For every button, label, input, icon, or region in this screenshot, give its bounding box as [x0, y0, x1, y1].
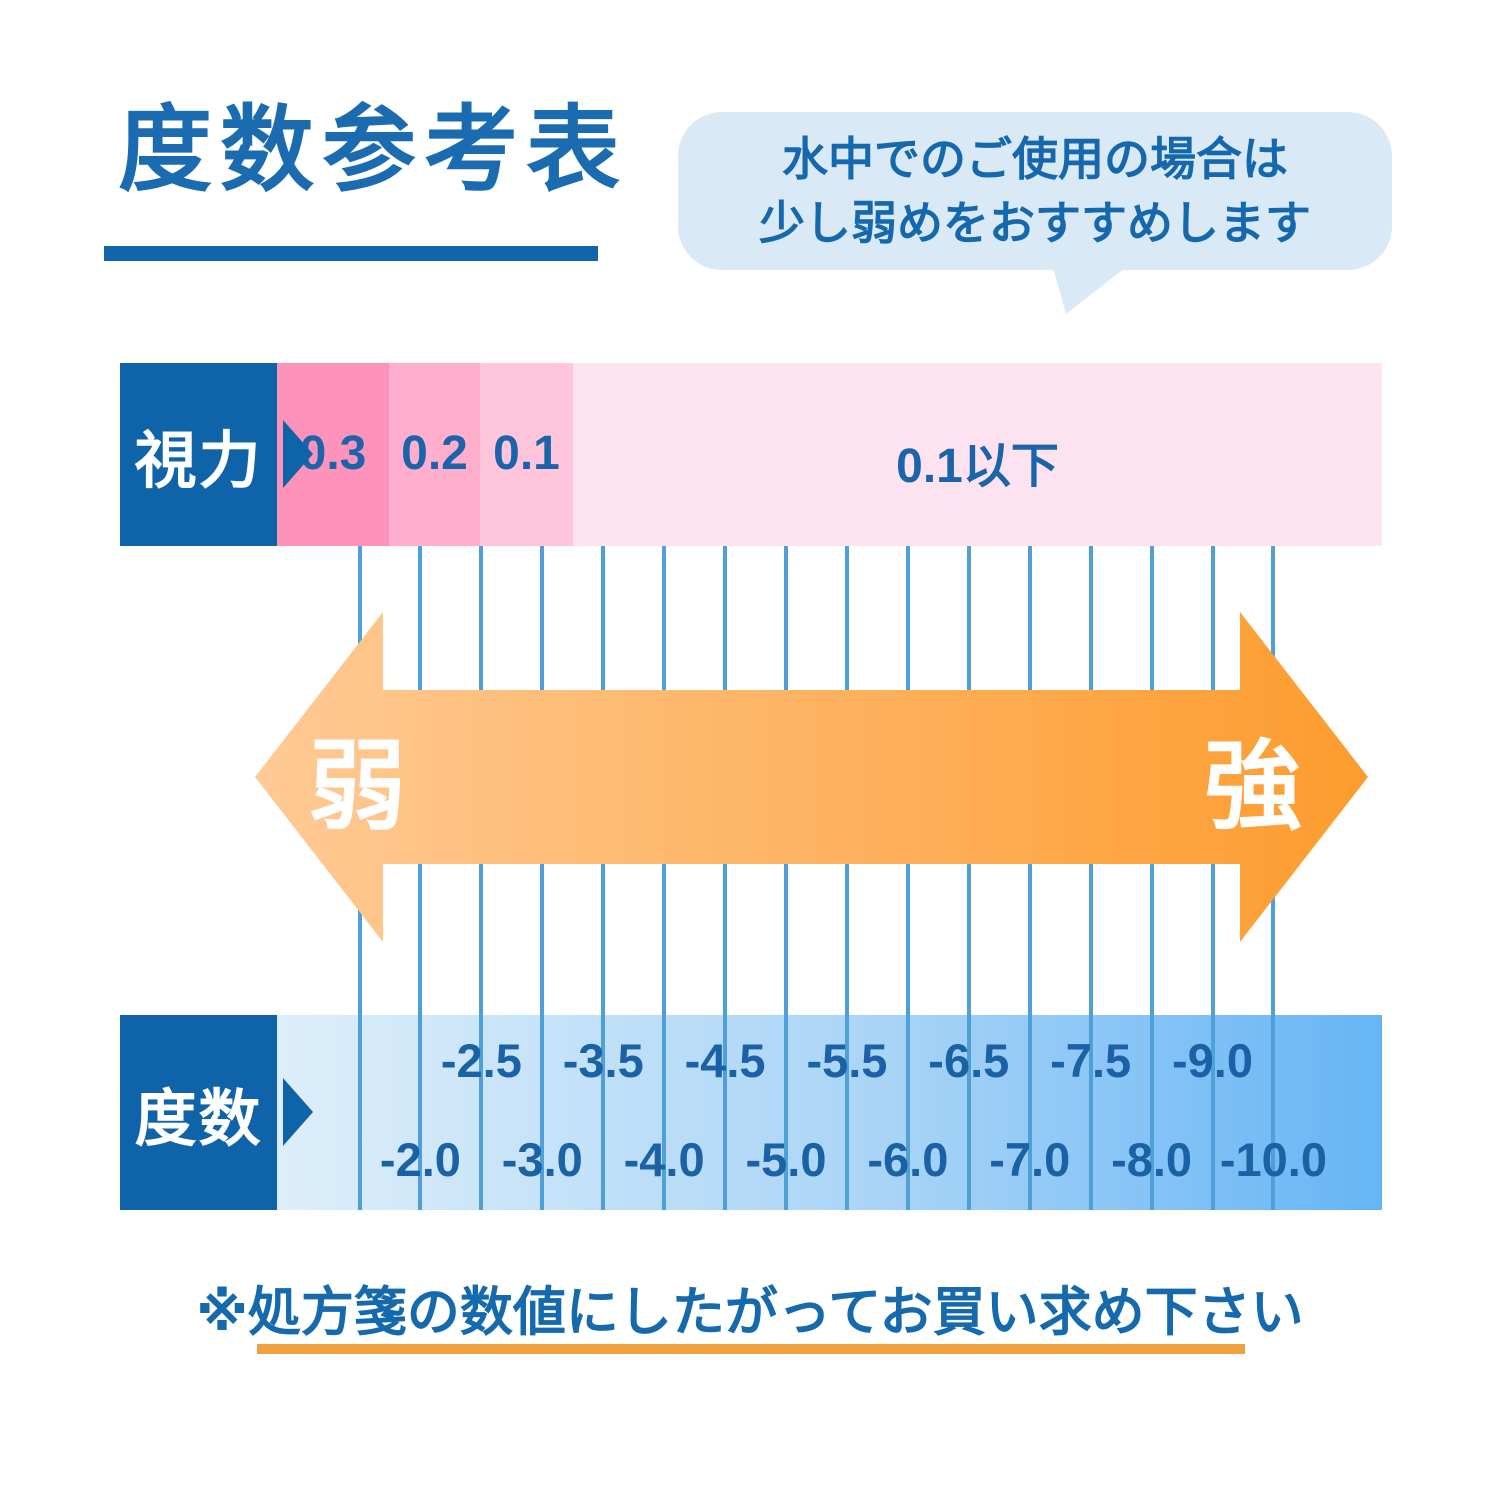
connector-line	[1210, 546, 1215, 1210]
power-value: -10.0	[1219, 1133, 1328, 1186]
speech-bubble: 水中でのご使用の場合は 少し弱めをおすすめします	[678, 112, 1392, 270]
connector-line	[540, 546, 545, 1210]
speech-bubble-tail-icon	[1052, 264, 1130, 314]
connector-line	[662, 546, 667, 1210]
power-value: -6.0	[867, 1133, 949, 1186]
power-value: -7.0	[989, 1133, 1071, 1186]
connector-line	[905, 546, 910, 1210]
power-value: -4.5	[684, 1034, 766, 1087]
vision-value: 0.2	[401, 427, 468, 480]
power-row-label-text: 度数	[134, 1084, 263, 1154]
vision-row-label-text: 視力	[134, 426, 263, 496]
power-value: -7.5	[1050, 1034, 1132, 1087]
connector-line	[784, 546, 788, 1210]
weak-label: 弱	[307, 731, 407, 841]
vision-row-label: 視力	[120, 363, 277, 546]
vision-value: 0.1以下	[896, 440, 1059, 493]
connector-line	[1088, 546, 1093, 1210]
vision-segment	[573, 363, 1382, 546]
connector-line	[601, 546, 606, 1210]
footnote-underline	[257, 1344, 1245, 1354]
connector-line	[1149, 546, 1154, 1210]
power-value: -8.0	[1111, 1133, 1193, 1186]
speech-bubble-line1: 水中でのご使用の場合は	[782, 133, 1288, 185]
power-value: -3.0	[501, 1133, 583, 1186]
vision-bar	[277, 363, 1382, 546]
vision-label-arrow-icon	[283, 420, 313, 488]
power-label-arrow-icon	[283, 1078, 313, 1146]
connector-line	[723, 546, 728, 1210]
power-value: -2.5	[440, 1034, 522, 1087]
power-value: -2.0	[379, 1133, 461, 1186]
connector-line	[418, 546, 423, 1210]
power-value: -5.0	[745, 1133, 827, 1186]
connector-line	[844, 546, 849, 1210]
speech-bubble-line2: 少し弱めをおすすめします	[759, 197, 1311, 249]
power-value: -5.5	[806, 1034, 888, 1087]
power-value: -4.0	[623, 1133, 705, 1186]
power-value: -3.5	[562, 1034, 644, 1087]
power-bar	[277, 1015, 1382, 1210]
connector-line	[479, 546, 484, 1210]
vision-segment	[480, 363, 573, 546]
vision-segment	[389, 363, 480, 546]
strong-label: 強	[1203, 731, 1303, 841]
power-row-label: 度数	[120, 1015, 277, 1210]
power-value: -6.5	[928, 1034, 1010, 1087]
footnote: ※処方箋の数値にしたがってお買い求め下さい	[196, 1283, 1304, 1342]
connector-line	[966, 546, 971, 1210]
title-underline	[104, 246, 598, 261]
connector-line	[1027, 546, 1032, 1210]
strength-arrow	[255, 612, 1368, 942]
page-title: 度数参考表	[118, 97, 629, 202]
vision-value: 0.1	[493, 427, 560, 480]
power-value: -9.0	[1172, 1034, 1254, 1087]
